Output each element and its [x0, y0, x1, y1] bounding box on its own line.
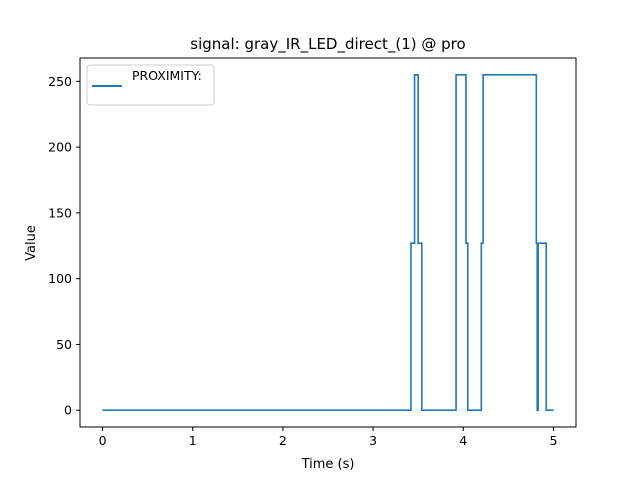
- x-tick-label: 0: [99, 433, 107, 448]
- series-line-1: [102, 73, 554, 412]
- x-tick-label: 3: [369, 433, 377, 448]
- y-tick-label: 250: [48, 74, 72, 89]
- x-tick-label: 1: [189, 433, 197, 448]
- x-tick-label: 4: [459, 433, 467, 448]
- y-tick-label: 150: [48, 205, 72, 220]
- y-tick-label: 50: [56, 337, 72, 352]
- y-tick-label: 200: [48, 140, 72, 155]
- plot-area: [79, 57, 577, 428]
- x-tick-label: 5: [549, 433, 557, 448]
- axes-frame: [79, 57, 577, 428]
- legend-entry-label: PROXIMITY:: [132, 68, 202, 83]
- chart-title: signal: gray_IR_LED_direct_(1) @ pro: [190, 35, 465, 54]
- y-tick-label: 0: [64, 403, 72, 418]
- legend: PROXIMITY:: [86, 64, 215, 106]
- y-tick-label: 100: [48, 271, 72, 286]
- x-tick-label: 2: [279, 433, 287, 448]
- y-axis-label: Value: [24, 225, 39, 261]
- legend-box: [86, 64, 215, 106]
- x-axis-label: Time (s): [301, 457, 355, 472]
